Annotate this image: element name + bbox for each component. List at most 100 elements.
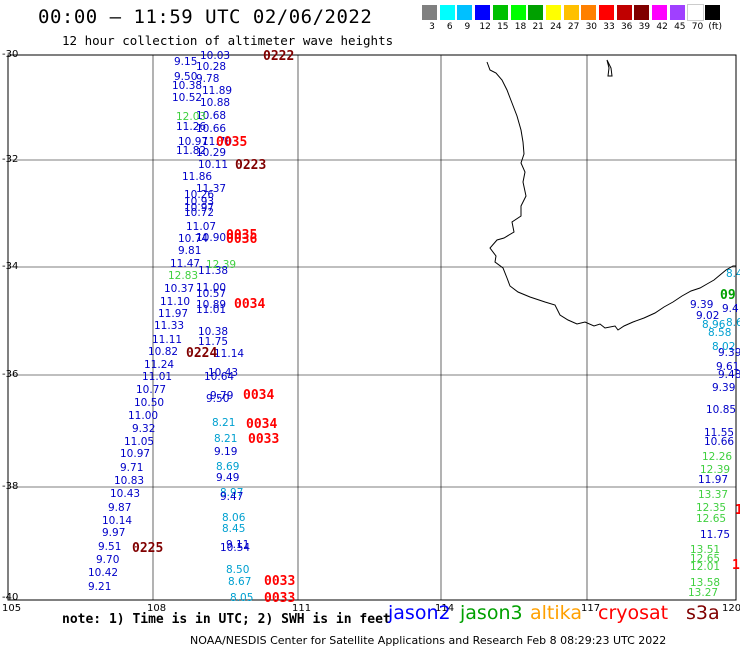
pass-time-label: 0033 <box>264 574 296 589</box>
wave-height-label: 11.01 <box>196 304 227 316</box>
legend-label: 39 <box>638 22 651 32</box>
wave-height-label: 12.83 <box>168 270 199 282</box>
legend-label: (ft) <box>708 22 722 32</box>
wave-height-label: 11.00 <box>128 410 159 422</box>
wave-height-label: 11.05 <box>124 436 155 448</box>
wave-height-label: 11.01 <box>142 371 173 383</box>
wave-height-label: 8.45 <box>222 523 246 535</box>
legend-label: 30 <box>585 22 598 32</box>
wave-height-label: 10.97 <box>120 448 151 460</box>
satellite-name-jason2: jason2 <box>388 602 451 624</box>
wave-height-label: 12.35 <box>696 502 727 514</box>
latitude-label: -38 <box>2 481 19 492</box>
wave-height-label: 11.70 <box>202 136 233 148</box>
australia-coastline <box>486 61 736 331</box>
wave-height-label: 11.89 <box>202 85 233 97</box>
wave-height-label: 9.49 <box>216 472 240 484</box>
wave-height-label: 12.26 <box>702 451 733 463</box>
wave-height-label: 9.48 <box>718 369 740 381</box>
longitude-label: 105 <box>2 603 22 614</box>
wave-height-label: 9.47 <box>220 491 244 503</box>
wave-height-label: 10.85 <box>706 404 737 416</box>
wave-height-label: 10.14 <box>102 515 133 527</box>
latitude-label: -32 <box>2 154 19 165</box>
wave-height-label: 10.38 <box>198 326 229 338</box>
wave-height-label: 9.4 <box>722 303 739 315</box>
wave-height-label: 9.87 <box>108 502 132 514</box>
wave-height-label: 10.28 <box>196 61 227 73</box>
wave-height-label: 11.37 <box>196 183 227 195</box>
legend-label: 12 <box>479 22 491 32</box>
latitude-label: -30 <box>2 49 19 60</box>
wave-height-label: 11.75 <box>198 336 229 348</box>
wave-height-label: 9.97 <box>102 527 126 539</box>
wave-height-label: 10.37 <box>164 283 195 295</box>
pass-time-label: 0035 <box>226 228 258 243</box>
legend-swatch <box>669 5 685 20</box>
wave-height-label: 10.03 <box>200 50 231 62</box>
wave-height-label: 10.97 <box>184 202 215 214</box>
wave-height-label: 10.29 <box>196 147 227 159</box>
graticule <box>8 55 736 600</box>
wave-height-label: 9.32 <box>132 423 156 435</box>
wave-height-label: 12.03 <box>176 111 207 123</box>
island-outline <box>606 59 613 77</box>
chart-title: 00:00 – 11:59 UTC 02/06/2022 <box>38 6 373 28</box>
legend-swatch <box>475 5 491 20</box>
wave-height-label: 9.39 <box>712 382 736 394</box>
wave-height-label: 9.78 <box>196 73 220 85</box>
legend-label: 24 <box>550 22 562 32</box>
wave-height-label: 8.06 <box>222 512 246 524</box>
wave-height-label: 11.86 <box>182 171 213 183</box>
wave-height-label: 8.67 <box>228 576 252 588</box>
chart-subtitle: 12 hour collection of altimeter wave hei… <box>62 33 394 48</box>
wave-height-label: 12.65 <box>696 513 727 525</box>
wave-height-label: 10.54 <box>220 542 251 554</box>
wave-height-label: 9.11 <box>226 539 250 551</box>
wave-height-label: 10.66 <box>196 123 227 135</box>
wave-height-label: 10.57 <box>196 288 227 300</box>
wave-height-label: 11.82 <box>176 145 207 157</box>
wave-height-label: 12.39 <box>700 464 731 476</box>
legend-label: 45 <box>674 22 686 32</box>
longitude-label: 111 <box>292 603 312 614</box>
legend-swatch <box>705 5 721 20</box>
wave-height-label: 10.90 <box>196 232 227 244</box>
wave-height-label: 11.24 <box>144 359 175 371</box>
wave-height-label: 8.21 <box>214 433 238 445</box>
wave-height-label: 8.96 <box>702 319 726 331</box>
wave-height-label: 9.70 <box>96 554 120 566</box>
wave-height-label: 11.47 <box>170 258 201 270</box>
wave-height-label: 11.07 <box>186 221 217 233</box>
legend-label: 36 <box>620 22 633 32</box>
legend-swatch <box>439 5 455 20</box>
wave-height-label: 10.89 <box>196 299 227 311</box>
wave-height-label: 10.50 <box>134 397 165 409</box>
wave-height-label: 9.39 <box>690 299 714 311</box>
wave-height-label: 10.97 <box>178 136 209 148</box>
wave-height-label: 9.50 <box>206 393 230 405</box>
wave-height-label: 9.79 <box>210 390 234 402</box>
wave-height-label: 11.14 <box>214 348 245 360</box>
longitude-label: 108 <box>147 603 167 614</box>
pass-time-label: 0034 <box>243 388 275 403</box>
credit-line: NOAA/NESDIS Center for Satellite Applica… <box>190 634 667 647</box>
legend-label: 18 <box>514 22 527 32</box>
wave-height-label: 11.75 <box>700 529 731 541</box>
wave-height-label: 11.55 <box>704 427 735 439</box>
wave-height-label: 9.61 <box>716 361 740 373</box>
pass-time-label: 0034 <box>234 297 266 312</box>
wave-height-label: 12.01 <box>690 561 721 573</box>
wave-height-label: 11.33 <box>154 320 185 332</box>
pass-time-label: 09 <box>720 288 736 303</box>
pass-time-label: 0036 <box>226 232 258 247</box>
wave-height-label: 10.11 <box>198 159 229 171</box>
legend-label: 9 <box>464 22 471 32</box>
wave-height-label: 9.21 <box>88 581 112 593</box>
wave-height-label: 11.26 <box>176 121 207 133</box>
latitude-label: -34 <box>2 261 19 272</box>
wave-height-label: 13.37 <box>698 489 729 501</box>
legend-swatch <box>686 4 704 21</box>
wave-height-label: 11.00 <box>196 282 227 294</box>
legend-swatch <box>581 5 597 20</box>
